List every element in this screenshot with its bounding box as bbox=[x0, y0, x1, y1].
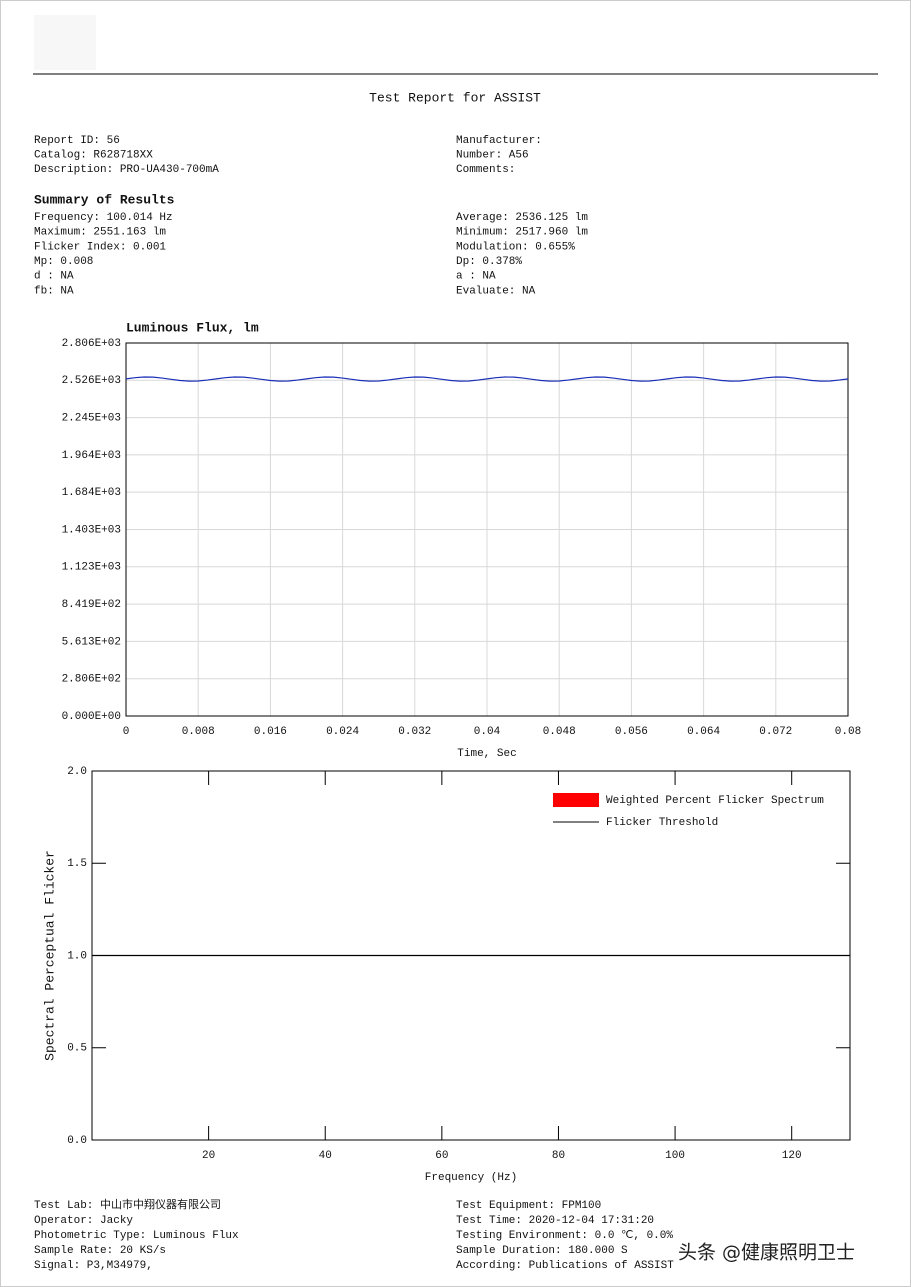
footer-line: Sample Duration: 180.000 S bbox=[456, 1245, 628, 1257]
watermark: 头条 @健康照明卫士 bbox=[678, 1242, 855, 1264]
x-tick-label: 0.056 bbox=[615, 726, 648, 738]
summary-line: Frequency: 100.014 Hz bbox=[34, 212, 173, 224]
footer-line: Sample Rate: 20 KS/s bbox=[34, 1245, 166, 1257]
y-tick-label: 2.0 bbox=[67, 766, 87, 778]
info-line: Catalog: R628718XX bbox=[34, 149, 153, 161]
x-tick-label: 100 bbox=[665, 1150, 685, 1162]
footer-line: Test Equipment: FPM100 bbox=[456, 1200, 601, 1212]
summary-line: Dp: 0.378% bbox=[456, 256, 522, 268]
footer-line: Signal: P3,M34979, bbox=[34, 1260, 153, 1272]
legend-label: Weighted Percent Flicker Spectrum bbox=[606, 795, 824, 807]
x-tick-label: 0.08 bbox=[835, 726, 861, 738]
x-axis-label: Frequency (Hz) bbox=[425, 1172, 517, 1184]
y-tick-label: 1.684E+03 bbox=[62, 487, 121, 499]
x-tick-label: 0.064 bbox=[687, 726, 720, 738]
x-tick-label: 0.024 bbox=[326, 726, 359, 738]
logo bbox=[34, 15, 96, 70]
x-tick-label: 0 bbox=[123, 726, 130, 738]
plot-frame bbox=[125, 342, 849, 717]
x-tick-label: 80 bbox=[552, 1150, 565, 1162]
y-tick-label: 2.526E+03 bbox=[62, 375, 121, 387]
summary-line: fb: NA bbox=[34, 285, 74, 297]
footer-line: Test Time: 2020-12-04 17:31:20 bbox=[456, 1215, 654, 1227]
y-tick-label: 2.806E+02 bbox=[62, 674, 121, 686]
summary-line: Average: 2536.125 lm bbox=[456, 212, 588, 224]
summary-line: Mp: 0.008 bbox=[34, 256, 93, 268]
info-line: Number: A56 bbox=[456, 149, 529, 161]
y-tick-label: 1.123E+03 bbox=[62, 562, 121, 574]
y-tick-label: 0.000E+00 bbox=[62, 711, 121, 723]
x-axis-label: Time, Sec bbox=[457, 748, 516, 760]
info-line: Description: PRO-UA430-700mA bbox=[34, 164, 219, 176]
x-tick-label: 0.048 bbox=[543, 726, 576, 738]
x-tick-label: 0.072 bbox=[759, 726, 792, 738]
y-tick-label: 1.0 bbox=[67, 950, 87, 962]
summary-line: Flicker Index: 0.001 bbox=[34, 241, 166, 253]
y-tick-label: 0.0 bbox=[67, 1135, 87, 1147]
footer-line: Operator: Jacky bbox=[34, 1215, 133, 1227]
summary-line: a : NA bbox=[456, 271, 496, 283]
chart-title: Luminous Flux, lm bbox=[126, 320, 259, 335]
summary-heading: Summary of Results bbox=[34, 192, 175, 207]
summary-line: Evaluate: NA bbox=[456, 285, 536, 297]
x-tick-label: 0.008 bbox=[182, 726, 215, 738]
y-tick-label: 8.419E+02 bbox=[62, 599, 121, 611]
legend-label: Flicker Threshold bbox=[606, 817, 718, 829]
info-line: Manufacturer: bbox=[456, 135, 542, 147]
y-tick-label: 2.245E+03 bbox=[62, 412, 121, 424]
x-tick-label: 0.032 bbox=[398, 726, 431, 738]
x-tick-label: 20 bbox=[202, 1150, 215, 1162]
x-tick-label: 120 bbox=[782, 1150, 802, 1162]
y-tick-label: 5.613E+02 bbox=[62, 636, 121, 648]
footer-line: Photometric Type: Luminous Flux bbox=[34, 1230, 239, 1242]
summary-line: Maximum: 2551.163 lm bbox=[34, 227, 166, 239]
footer-line: Test Lab: 中山市中翔仪器有限公司 bbox=[34, 1197, 221, 1212]
y-tick-label: 0.5 bbox=[67, 1043, 87, 1055]
y-tick-label: 1.403E+03 bbox=[62, 524, 121, 536]
summary-line: Minimum: 2517.960 lm bbox=[456, 227, 588, 239]
info-line: Report ID: 56 bbox=[34, 135, 120, 147]
summary-line: d : NA bbox=[34, 271, 74, 283]
y-axis-label: Spectral Perceptual Flicker bbox=[42, 850, 57, 1061]
legend-swatch bbox=[553, 793, 599, 807]
footer-line: Testing Environment: 0.0 ℃, 0.0% bbox=[456, 1230, 673, 1242]
report-title: Test Report for ASSIST bbox=[369, 90, 541, 105]
footer-line: According: Publications of ASSIST bbox=[456, 1260, 674, 1272]
x-tick-label: 60 bbox=[435, 1150, 448, 1162]
series-line bbox=[125, 376, 849, 382]
x-tick-label: 40 bbox=[319, 1150, 332, 1162]
x-tick-label: 0.016 bbox=[254, 726, 287, 738]
x-tick-label: 0.04 bbox=[474, 726, 501, 738]
info-line: Comments: bbox=[456, 164, 515, 176]
y-tick-label: 2.806E+03 bbox=[62, 338, 121, 350]
y-tick-label: 1.964E+03 bbox=[62, 450, 121, 462]
y-tick-label: 1.5 bbox=[67, 858, 87, 870]
summary-line: Modulation: 0.655% bbox=[456, 241, 575, 253]
